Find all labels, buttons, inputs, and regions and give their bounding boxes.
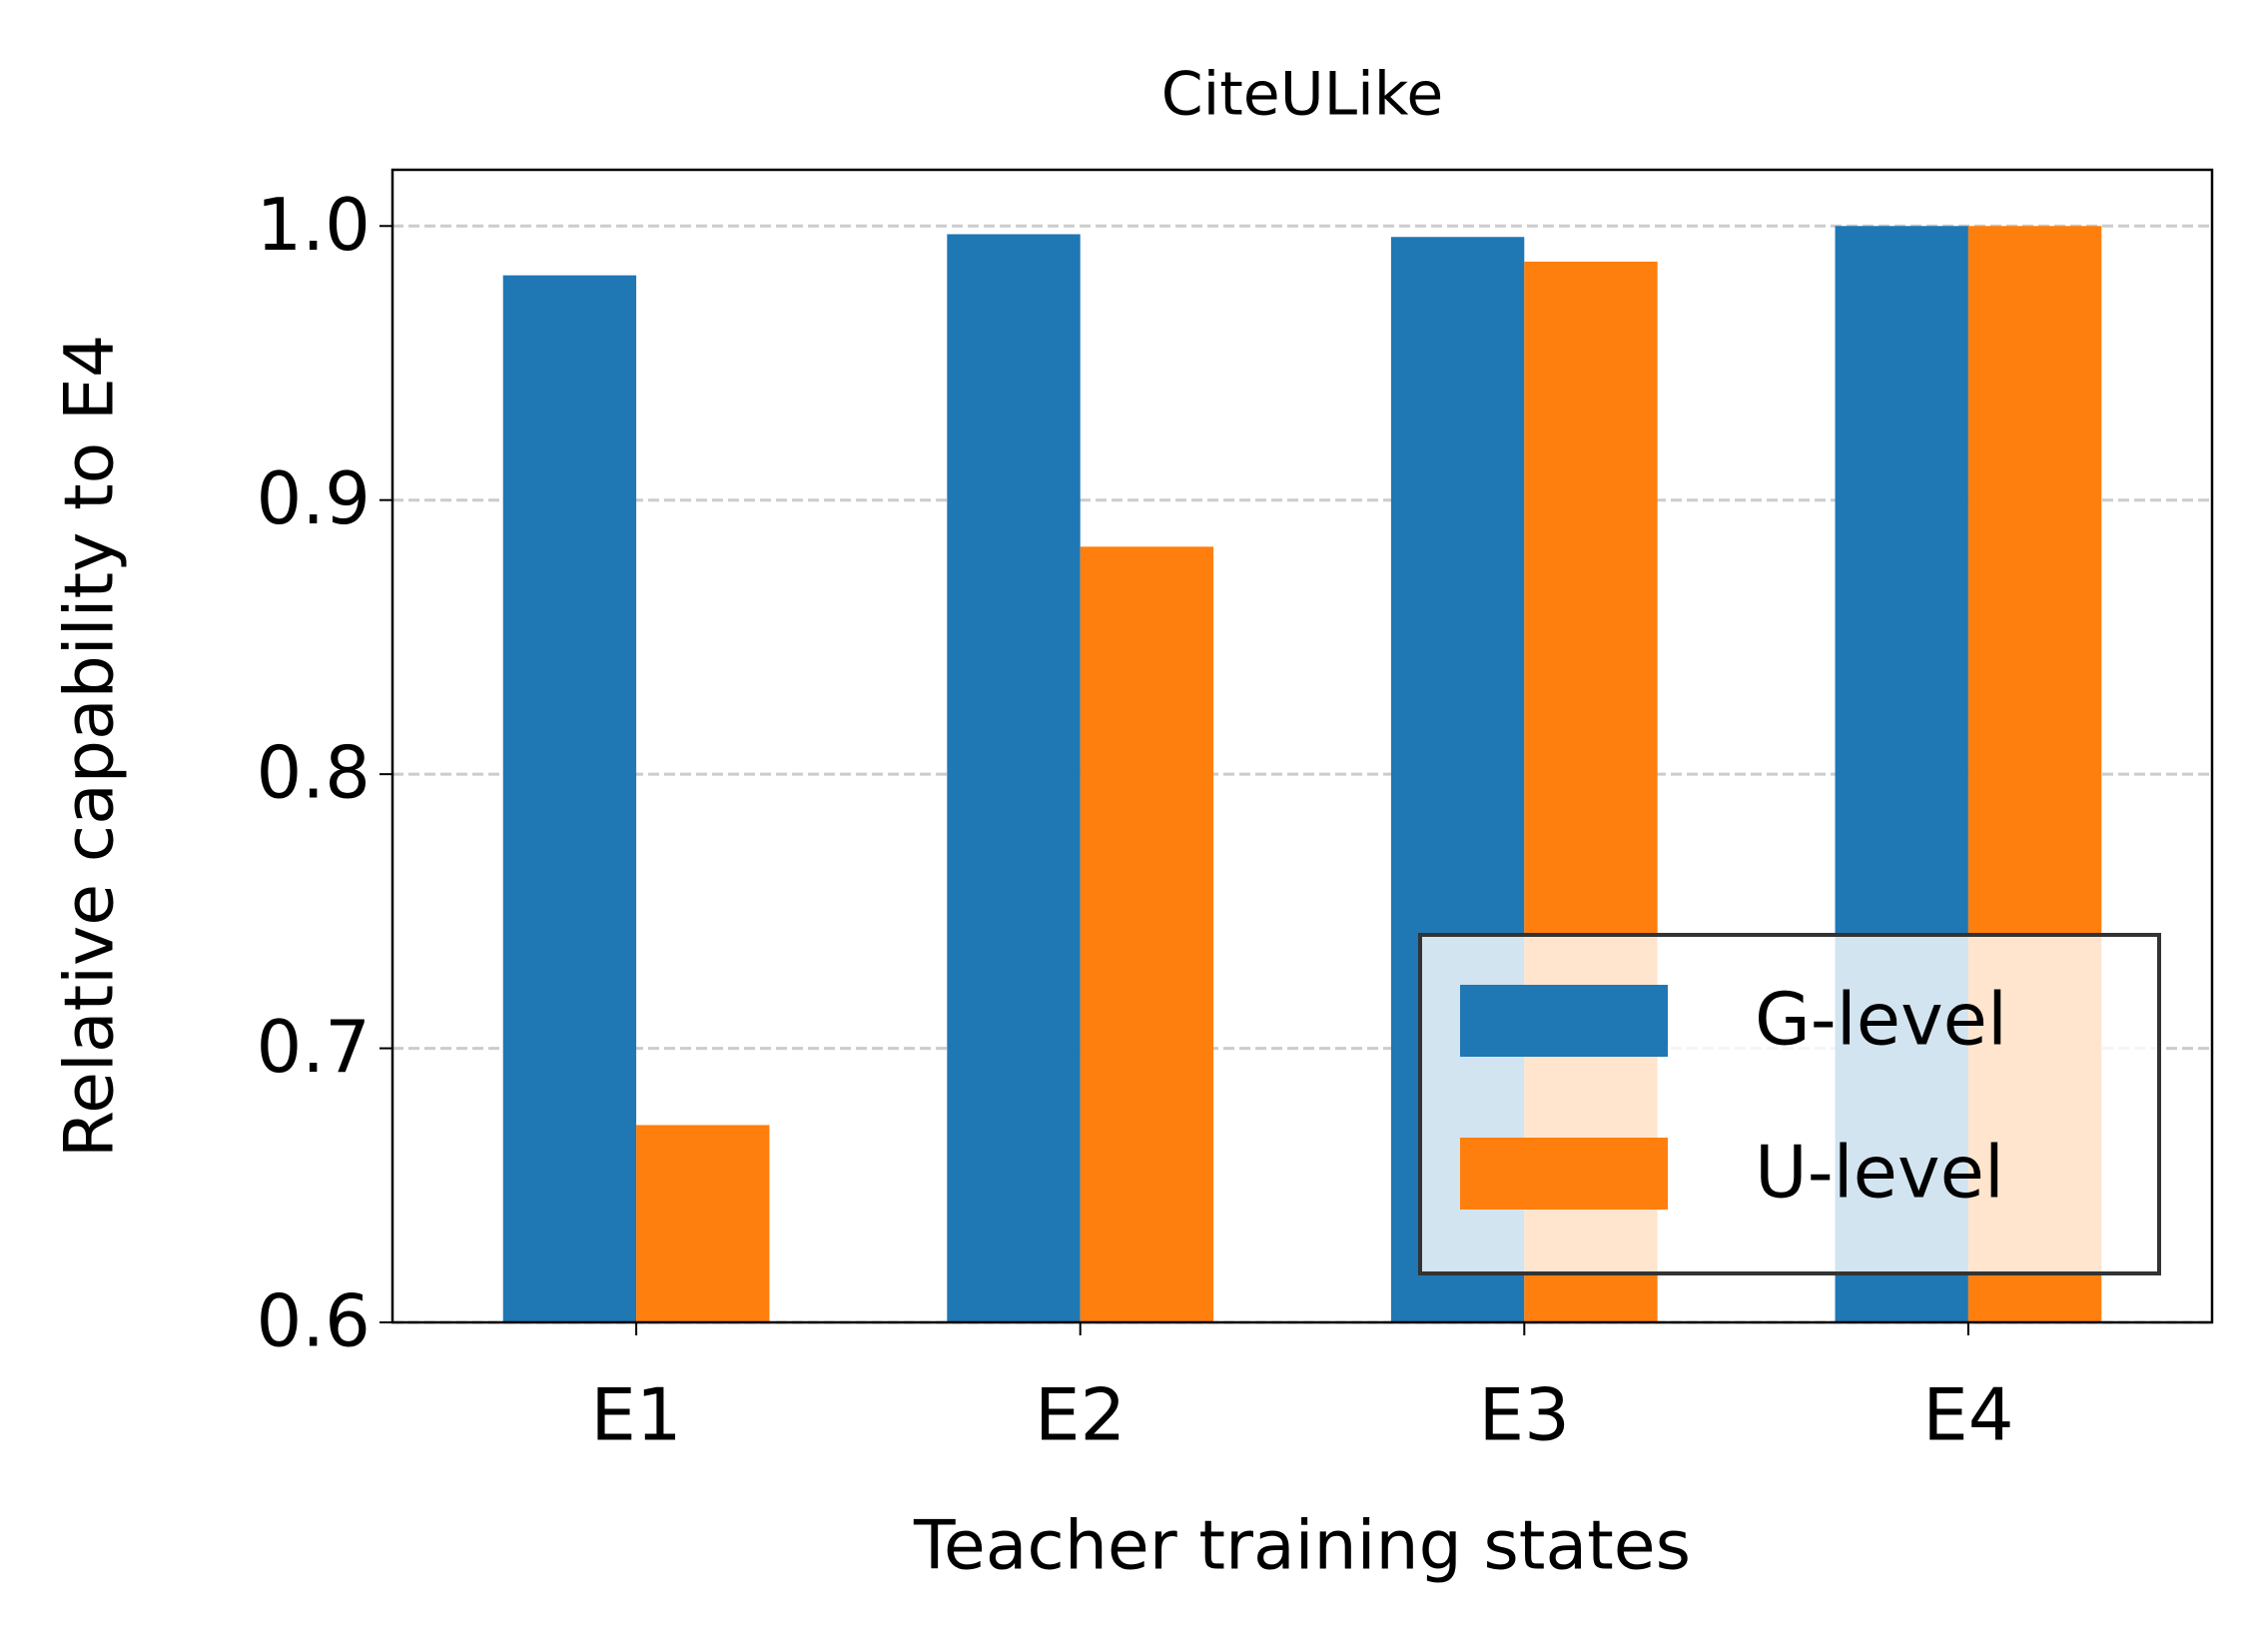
y-tick-label: 0.7: [256, 1005, 371, 1089]
y-tick-label: 0.8: [256, 731, 371, 815]
chart-title: CiteULike: [1161, 60, 1444, 130]
legend-swatch: [1460, 985, 1668, 1057]
bar: [947, 234, 1081, 1322]
x-axis-label: Teacher training states: [913, 1507, 1691, 1586]
legend-box: [1418, 933, 2161, 1275]
x-tick-label: E2: [1035, 1373, 1126, 1457]
bar: [502, 275, 637, 1322]
y-tick-label: 0.6: [256, 1279, 371, 1363]
bar: [1080, 546, 1214, 1322]
x-tick-label: E3: [1479, 1373, 1570, 1457]
x-tick-label: E1: [590, 1373, 681, 1457]
y-tick-label: 0.9: [256, 456, 371, 540]
y-tick-label: 1.0: [256, 183, 371, 267]
y-axis-label: Relative capability to E4: [51, 335, 130, 1158]
legend-swatch: [1460, 1138, 1668, 1210]
legend: G-level U-level: [1418, 933, 2161, 1275]
bar: [636, 1125, 770, 1322]
legend-label: G-level: [1755, 978, 2007, 1062]
plot-frame: [390, 168, 2214, 1324]
legend-label: U-level: [1755, 1131, 2004, 1215]
x-tick-label: E4: [1922, 1373, 2013, 1457]
